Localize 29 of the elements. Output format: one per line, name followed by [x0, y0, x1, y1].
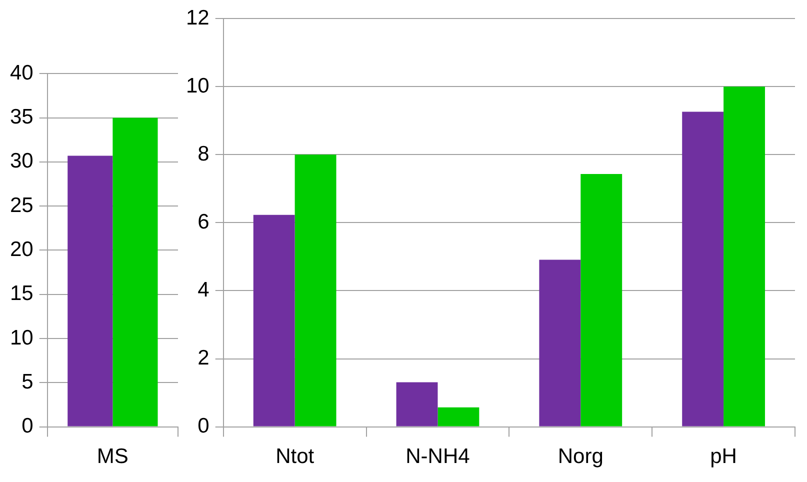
bar — [294, 154, 336, 426]
y-tick-label: 8 — [198, 142, 210, 166]
bar — [682, 112, 724, 426]
y-tick-label: 40 — [10, 61, 34, 84]
y-tick-label: 20 — [10, 238, 34, 261]
y-tick-label: 2 — [198, 346, 210, 370]
y-tick-label: 6 — [198, 210, 210, 234]
bar — [539, 260, 581, 426]
bar — [396, 382, 438, 426]
y-tick-label: 12 — [186, 6, 210, 30]
y-tick-label: 0 — [22, 414, 34, 438]
bar — [580, 174, 622, 426]
x-tick-label: pH — [710, 445, 737, 468]
x-tick-label: N-NH4 — [406, 445, 470, 468]
bar — [724, 86, 765, 426]
y-tick-label: 5 — [22, 370, 34, 394]
y-tick-label: 15 — [10, 282, 34, 306]
y-tick-label: 10 — [186, 74, 210, 98]
bar — [253, 214, 295, 426]
y-tick-label: 10 — [10, 326, 34, 350]
y-tick-label: 4 — [198, 278, 210, 302]
y-tick-label: 35 — [10, 106, 34, 129]
y-tick-label: 25 — [10, 194, 34, 217]
x-tick-label: Norg — [558, 445, 604, 468]
x-tick-label: MS — [96, 445, 128, 468]
x-tick-label: Ntot — [276, 445, 314, 468]
y-tick-label: 30 — [10, 150, 34, 173]
bar — [438, 407, 480, 426]
y-tick-label: 0 — [198, 414, 210, 438]
